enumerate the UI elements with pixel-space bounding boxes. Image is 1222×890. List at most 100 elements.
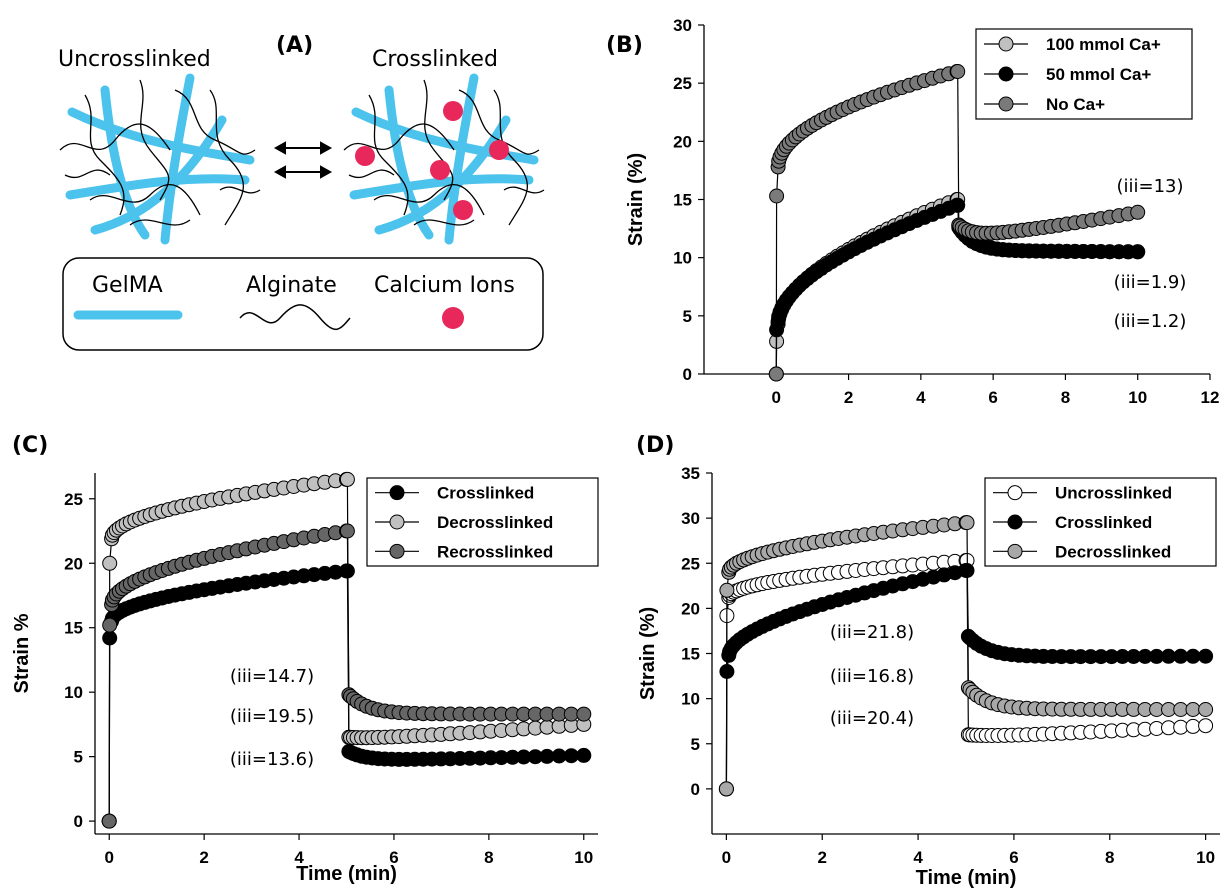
calcium-legend-label: Calcium Ions	[374, 273, 515, 298]
series-line	[725, 559, 1206, 789]
iii-annotation: (iii=21.8)	[830, 622, 914, 643]
data-point	[576, 747, 592, 763]
panel-label: (D)	[636, 433, 674, 458]
iii-annotation: (iii=14.7)	[230, 666, 314, 687]
x-tick-label: 2	[844, 388, 853, 407]
y-tick-label: 5	[74, 748, 83, 767]
alginate-legend-label: Alginate	[246, 273, 337, 298]
series-decrosslinked	[718, 515, 1214, 797]
y-tick-label: 10	[64, 683, 83, 702]
legend-swatch-marker	[1007, 543, 1023, 559]
data-point	[950, 197, 966, 213]
gelma-legend-label: GelMA	[92, 273, 163, 298]
data-point	[1130, 244, 1146, 260]
chart-panel-d: (D) 0 5 10 15 20 25 30 35 0 2 4 6 8 10 Strain (%) Time (…	[636, 433, 1220, 889]
legend-entry-label: Crosslinked	[437, 484, 534, 503]
data-point	[339, 471, 355, 487]
legend: 100 mmol Ca+ 50 mmol Ca+ No Ca+	[975, 28, 1193, 120]
x-tick-label: 10	[1196, 848, 1215, 867]
legend-entry-label: 100 mmol Ca+	[1046, 35, 1161, 54]
calcium-ion-dots	[355, 101, 509, 220]
series-line	[725, 569, 1206, 789]
x-tick-label: 6	[389, 848, 398, 867]
schematic-panel: (A) Uncrosslinked Crosslinked	[58, 33, 545, 351]
legend-entry-label: Crosslinked	[1055, 513, 1152, 532]
y-tick-label: 5	[691, 735, 700, 754]
data-point	[576, 706, 592, 722]
data-point	[1185, 718, 1201, 734]
uncrosslinked-label: Uncrosslinked	[58, 47, 211, 72]
legend-swatch-marker	[998, 36, 1014, 52]
y-tick-label: 0	[691, 780, 700, 799]
legend-entry-label: 50 mmol Ca+	[1046, 65, 1151, 84]
y-axis-title: Strain %	[11, 613, 33, 693]
data-point	[959, 515, 975, 531]
y-tick-label: 5	[683, 307, 692, 326]
data-point	[102, 617, 118, 633]
data-point	[1198, 702, 1214, 717]
data-point	[1130, 204, 1146, 220]
data-point	[719, 582, 735, 598]
y-tick-label: 25	[64, 490, 83, 509]
y-axis-title: Strain (%)	[625, 153, 647, 246]
y-tick-label: 10	[681, 690, 700, 709]
iii-annotation: (iii=13.6)	[230, 749, 314, 770]
legend-swatch-marker	[1007, 514, 1023, 530]
x-tick-label: 10	[574, 848, 593, 867]
x-tick-label: 0	[722, 848, 731, 867]
legend-entry-label: Decrosslinked	[437, 513, 553, 532]
x-tick-label: 4	[294, 848, 304, 867]
x-tick-label: 10	[1128, 388, 1147, 407]
x-tick-label: 8	[1061, 388, 1070, 407]
x-tick-label: 4	[913, 848, 923, 867]
uncrosslinked-network	[59, 73, 261, 245]
x-tick-label: 0	[105, 848, 114, 867]
y-tick-label: 20	[673, 132, 692, 151]
series-recrosslinked	[101, 523, 592, 829]
y-tick-label: 25	[673, 74, 692, 93]
x-axis-title: Time (min)	[916, 867, 1017, 889]
gelma-strands	[65, 73, 255, 245]
equilibrium-arrows	[273, 141, 333, 179]
y-tick-label: 20	[64, 554, 83, 573]
legend-entry-label: Uncrosslinked	[1055, 484, 1172, 503]
y-tick-label: 15	[673, 191, 692, 210]
iii-annotation: (iii=1.2)	[1114, 311, 1187, 332]
iii-annotation: (iii=13)	[1116, 176, 1183, 197]
legend: Uncrosslinked Crosslinked Decrosslinked	[984, 477, 1217, 567]
crosslinked-network	[343, 73, 545, 245]
x-tick-label: 6	[1009, 848, 1018, 867]
x-tick-label: 8	[484, 848, 493, 867]
y-tick-label: 30	[673, 16, 692, 35]
calcium-legend-swatch	[442, 307, 464, 329]
data-point	[102, 555, 118, 571]
legend-entry-label: No Ca+	[1046, 95, 1105, 114]
y-tick-label: 0	[683, 365, 692, 384]
y-tick-label: 35	[681, 464, 700, 483]
legend-swatch-marker	[1007, 485, 1023, 501]
x-tick-label: 0	[772, 388, 781, 407]
data-point	[563, 706, 579, 722]
alginate-strands	[59, 79, 261, 226]
y-tick-label: 25	[681, 554, 700, 573]
gelma-strands	[349, 73, 539, 245]
iii-annotation: (iii=19.5)	[230, 706, 314, 727]
alginate-strands	[343, 79, 545, 226]
x-tick-label: 2	[817, 848, 826, 867]
y-axis-title: Strain (%)	[637, 607, 659, 700]
y-tick-label: 10	[673, 249, 692, 268]
panel-a-label: (A)	[276, 33, 313, 58]
x-tick-label: 12	[1201, 388, 1220, 407]
series-no-ca-	[768, 64, 1146, 382]
iii-annotation: (iii=1.9)	[1114, 272, 1187, 293]
iii-annotation: (iii=16.8)	[830, 666, 914, 687]
panel-label: (C)	[12, 433, 48, 458]
data-point	[563, 748, 579, 764]
data-point	[718, 781, 734, 797]
legend-entry-label: Decrosslinked	[1055, 542, 1171, 561]
chart-panel-b: (B) 0 5 10 15 20 25 30 0 2 4 6 8 10 12 Strain (%) (iii=1…	[606, 16, 1219, 407]
data-point	[339, 523, 355, 539]
legend: Crosslinked Decrosslinked Recrosslinked	[366, 477, 599, 567]
alginate-legend-swatch	[239, 304, 351, 330]
legend-swatch-marker	[998, 96, 1014, 112]
